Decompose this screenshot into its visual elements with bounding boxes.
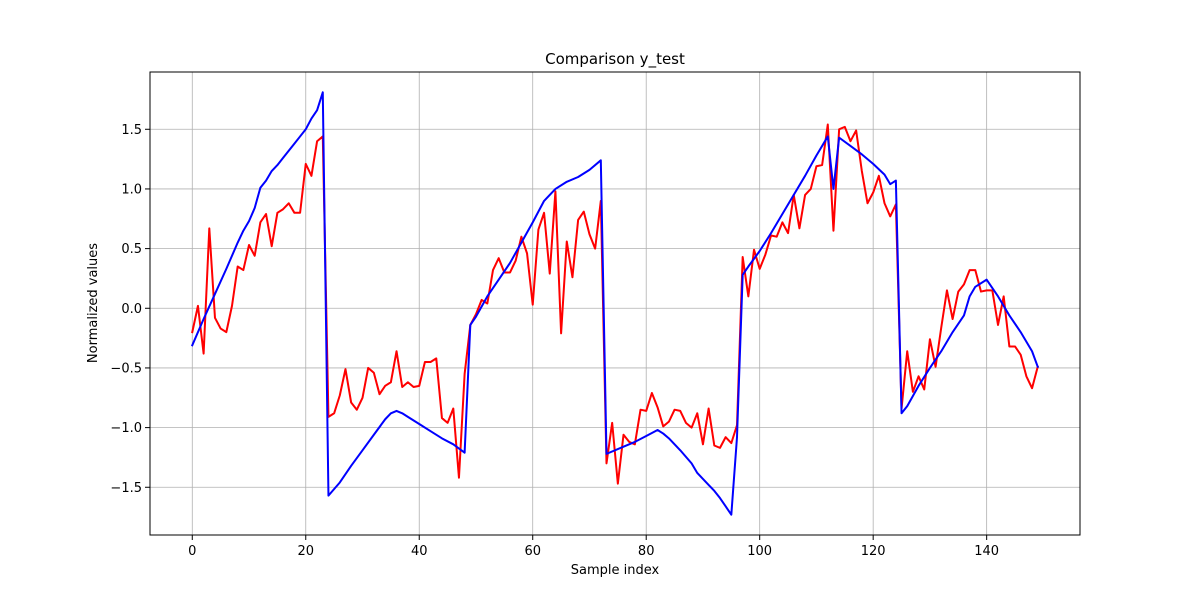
y-tick-label: −1.5 — [110, 481, 142, 496]
x-tick-label: 20 — [297, 544, 314, 559]
x-tick-label: 140 — [974, 544, 999, 559]
x-tick-label: 120 — [861, 544, 886, 559]
series-layer — [190, 91, 1040, 516]
x-tick-label: 100 — [747, 544, 772, 559]
y-tick-label: −0.5 — [110, 361, 142, 376]
y-tick-label: −1.0 — [110, 421, 142, 436]
x-axis-label: Sample index — [571, 563, 660, 578]
y-tick-label: 0.5 — [121, 242, 142, 257]
x-tick-label: 40 — [411, 544, 428, 559]
chart-title: Comparison y_test — [545, 50, 685, 69]
x-tick-label: 80 — [638, 544, 655, 559]
x-tick-label: 60 — [524, 544, 541, 559]
plot-area-frame — [149, 71, 1081, 536]
y-tick-label: 1.0 — [121, 182, 142, 197]
y-tick-label: 0.0 — [121, 302, 142, 317]
x-tick-label: 0 — [188, 544, 196, 559]
series-line-2 — [190, 91, 1040, 516]
axis-ticks: 0 20 40 60 80 100 120 140 −1.5 −1.0 −0.5 0.0 0.5 1.0 1… — [110, 123, 999, 559]
y-tick-label: 1.5 — [121, 123, 142, 138]
grid-lines — [150, 72, 1080, 535]
y-axis-label: Normalized values — [86, 243, 101, 363]
